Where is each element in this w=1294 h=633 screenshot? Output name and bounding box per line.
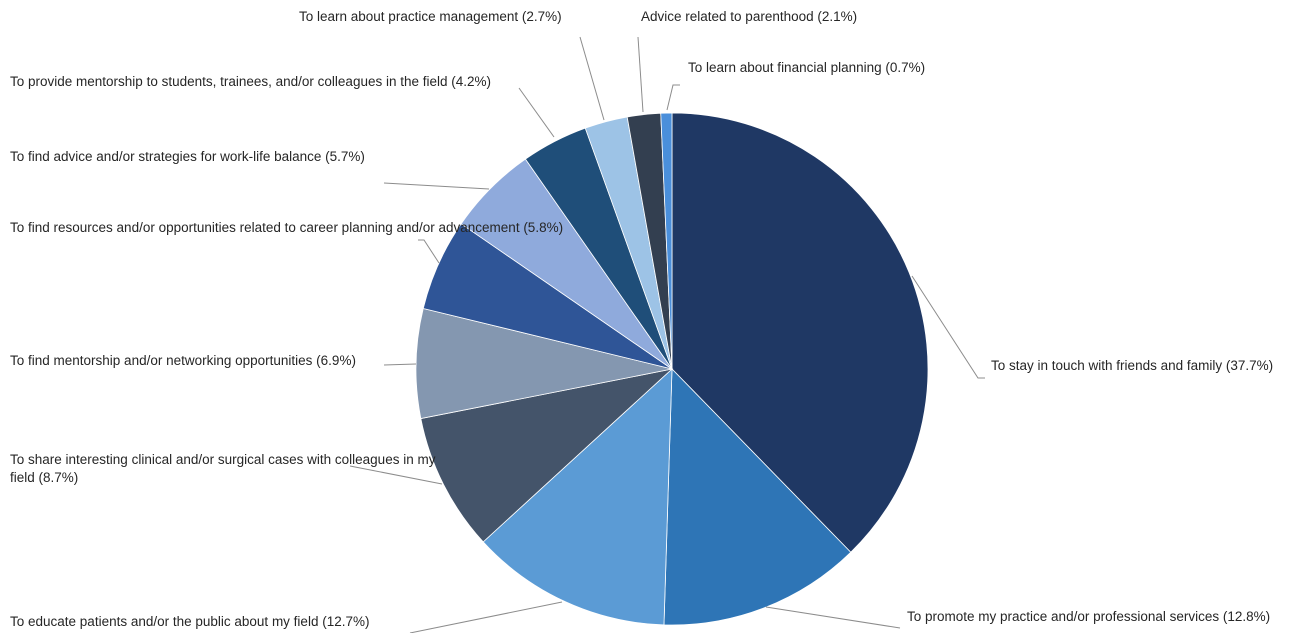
leader-line [349,465,443,485]
slice-label: To provide mentorship to students, train… [10,74,491,89]
slice-label-line: To find resources and/or opportunities r… [10,220,563,235]
slice-label-line: To provide mentorship to students, train… [10,74,491,89]
leader-lines [349,36,985,633]
leader-line [637,36,644,113]
leader-line [383,363,417,366]
pie-slice [671,112,929,553]
slice-labels: To stay in touch with friends and family… [10,9,1273,629]
pie-slice [415,307,673,420]
slice-label-line: To stay in touch with friends and family… [991,358,1273,373]
slice-label: To learn about practice management (2.7%… [299,9,562,24]
slice-label-line: To find mentorship and/or networking opp… [10,353,356,368]
slice-label-line: field (8.7%) [10,470,78,485]
slice-label-line: To educate patients and/or the public ab… [10,614,369,629]
slice-label: To promote my practice and/or profession… [907,609,1270,624]
leader-line [383,182,490,190]
leader-line [418,239,440,264]
leader-line [911,275,985,379]
slice-label-line: To find advice and/or strategies for wor… [10,149,365,164]
slice-label: To find resources and/or opportunities r… [10,220,563,235]
slice-label-line: To learn about financial planning (0.7%) [688,60,925,75]
slice-label: Advice related to parenthood (2.1%) [641,9,857,24]
pie-slice [420,368,674,543]
slice-label: To share interesting clinical and/or sur… [10,452,436,485]
slice-label-line: Advice related to parenthood (2.1%) [641,9,857,24]
pie-slice [660,112,673,370]
pie-slices [415,112,929,626]
slice-label: To stay in touch with friends and family… [991,358,1273,373]
leader-line [409,601,563,633]
leader-line [579,36,605,121]
slice-label: To find mentorship and/or networking opp… [10,353,356,368]
slice-label: To learn about financial planning (0.7%) [688,60,925,75]
leader-line [666,84,680,111]
pie-slice [482,368,673,626]
pie-slice [663,368,852,626]
slice-label-line: To learn about practice management (2.7%… [299,9,562,24]
slice-label-line: To promote my practice and/or profession… [907,609,1270,624]
slice-label-line: To share interesting clinical and/or sur… [10,452,436,467]
leader-line [518,87,555,138]
leader-line [765,606,901,629]
slice-label: To find advice and/or strategies for wor… [10,149,365,164]
slice-label: To educate patients and/or the public ab… [10,614,369,629]
